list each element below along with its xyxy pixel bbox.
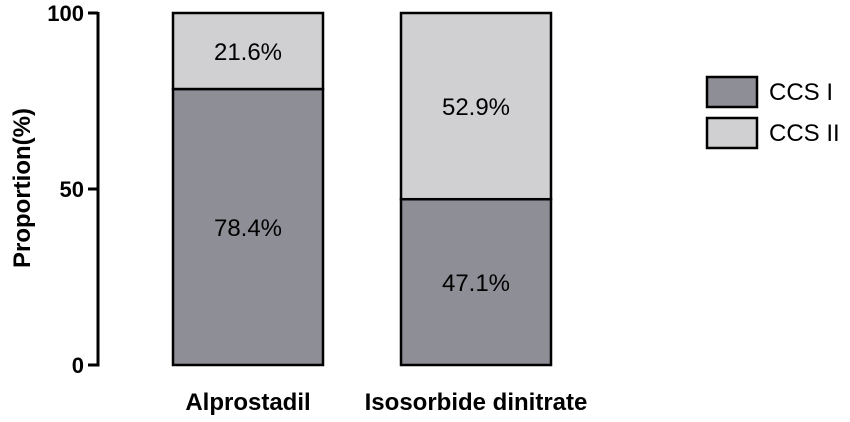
x-category-label: Alprostadil [185, 389, 310, 416]
legend-swatch [705, 75, 759, 109]
bars: 78.4% 21.6% 47.1% 52.9% [171, 11, 553, 367]
x-axis-labels: Alprostadil Isosorbide dinitrate [185, 389, 587, 416]
legend-label: CCS II [769, 120, 840, 147]
data-label: 21.6% [214, 39, 282, 66]
y-axis-title: Proportion(%) [9, 108, 36, 268]
y-axis: 0 50 100 [47, 1, 100, 378]
bar-segment [171, 11, 325, 91]
y-tick-label: 0 [72, 353, 84, 378]
data-label: 47.1% [442, 270, 510, 297]
legend: CCS I CCS II [705, 75, 840, 150]
legend-label: CCS I [769, 79, 833, 106]
y-tick-label: 50 [60, 177, 84, 202]
legend-swatch [705, 116, 759, 150]
data-label: 52.9% [442, 94, 510, 121]
data-label: 78.4% [214, 215, 282, 242]
bar-segment [399, 197, 553, 367]
y-tick-label: 100 [47, 1, 84, 26]
x-category-label: Isosorbide dinitrate [365, 389, 588, 416]
bar-segment [171, 87, 325, 367]
bar-segment [399, 11, 553, 201]
